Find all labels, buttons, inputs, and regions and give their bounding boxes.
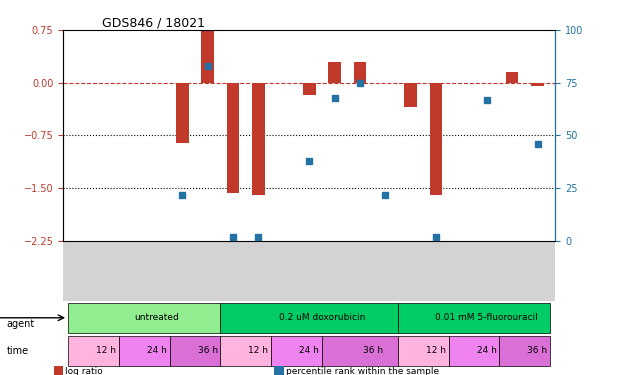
- Text: GDS846 / 18021: GDS846 / 18021: [102, 17, 206, 30]
- Bar: [353, 62, 366, 83]
- Bar: [531, 83, 544, 86]
- FancyBboxPatch shape: [119, 336, 170, 366]
- Text: 12 h: 12 h: [426, 346, 446, 355]
- FancyBboxPatch shape: [220, 303, 398, 333]
- FancyBboxPatch shape: [271, 336, 322, 366]
- Text: 24 h: 24 h: [477, 346, 497, 355]
- Bar: [227, 83, 239, 193]
- Text: agent: agent: [6, 320, 35, 329]
- FancyBboxPatch shape: [398, 303, 550, 333]
- Text: 12 h: 12 h: [249, 346, 268, 355]
- FancyBboxPatch shape: [170, 336, 220, 366]
- Text: percentile rank within the sample: percentile rank within the sample: [286, 367, 439, 375]
- Text: 36 h: 36 h: [363, 346, 382, 355]
- Text: 0.2 uM doxorubicin: 0.2 uM doxorubicin: [279, 313, 365, 322]
- Bar: [328, 62, 341, 83]
- Bar: [176, 83, 189, 142]
- Bar: [430, 83, 442, 195]
- Text: 36 h: 36 h: [528, 346, 548, 355]
- Text: 24 h: 24 h: [299, 346, 319, 355]
- Bar: [506, 72, 519, 83]
- Bar: [252, 83, 265, 195]
- FancyBboxPatch shape: [68, 303, 220, 333]
- FancyBboxPatch shape: [220, 336, 271, 366]
- Text: untreated: untreated: [134, 313, 179, 322]
- Bar: [404, 83, 417, 107]
- Bar: [303, 83, 316, 95]
- FancyBboxPatch shape: [68, 336, 119, 366]
- Text: time: time: [6, 346, 28, 355]
- Text: log ratio: log ratio: [65, 367, 103, 375]
- FancyBboxPatch shape: [500, 336, 550, 366]
- FancyBboxPatch shape: [449, 336, 500, 366]
- FancyBboxPatch shape: [322, 336, 398, 366]
- Text: 0.01 mM 5-fluorouracil: 0.01 mM 5-fluorouracil: [435, 313, 538, 322]
- Bar: [201, 30, 214, 83]
- Text: 12 h: 12 h: [97, 346, 116, 355]
- FancyBboxPatch shape: [398, 336, 449, 366]
- Text: 24 h: 24 h: [147, 346, 167, 355]
- Text: 36 h: 36 h: [198, 346, 218, 355]
